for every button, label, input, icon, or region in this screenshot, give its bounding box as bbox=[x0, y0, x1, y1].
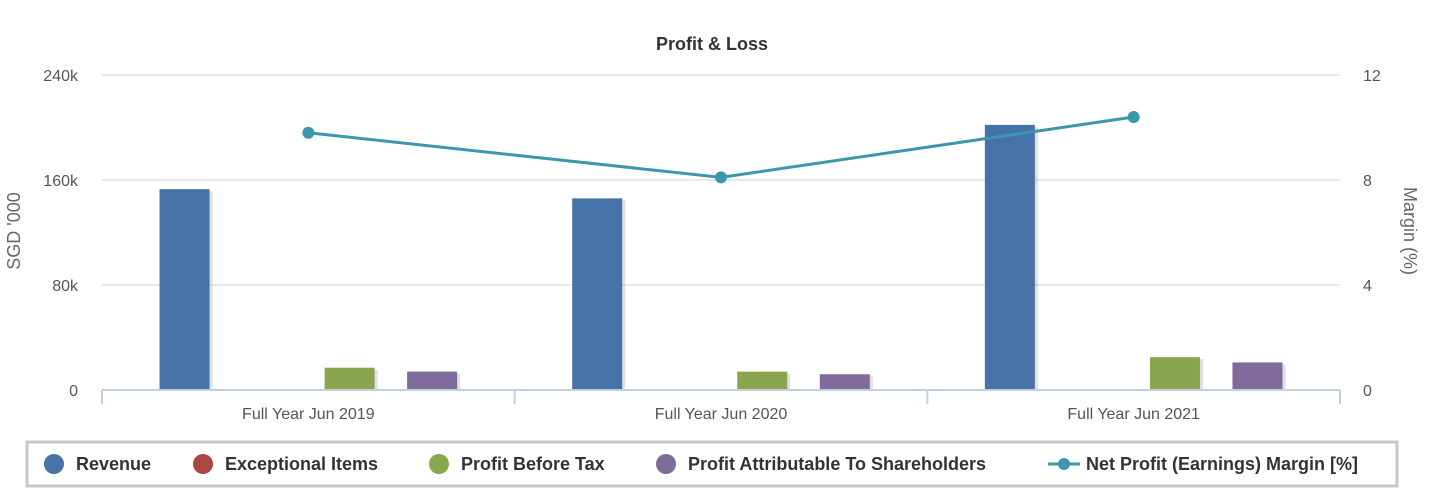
x-tick-label: Full Year Jun 2020 bbox=[655, 406, 788, 423]
bar-profit-attributable-to-shareholders[interactable] bbox=[1232, 362, 1283, 390]
right-axis-title: Margin (%) bbox=[1400, 187, 1420, 275]
left-tick-label: 80k bbox=[52, 278, 79, 295]
bar-profit-attributable-to-shareholders[interactable] bbox=[819, 374, 870, 390]
legend-marker-icon bbox=[656, 454, 676, 474]
legend-marker-icon bbox=[44, 454, 64, 474]
legend-marker-icon bbox=[193, 454, 213, 474]
bar-profit-before-tax[interactable] bbox=[324, 367, 375, 390]
left-tick-label: 160k bbox=[43, 173, 79, 190]
bar-revenue[interactable] bbox=[572, 198, 623, 390]
margin-point[interactable] bbox=[715, 171, 727, 184]
legend-label: Profit Attributable To Shareholders bbox=[688, 454, 986, 474]
x-tick-label: Full Year Jun 2019 bbox=[242, 406, 375, 423]
left-tick-label: 240k bbox=[43, 68, 79, 85]
x-tick-label: Full Year Jun 2021 bbox=[1067, 406, 1200, 423]
line-series bbox=[302, 111, 1140, 184]
bar-profit-before-tax[interactable] bbox=[737, 371, 788, 390]
legend-marker-icon bbox=[1058, 458, 1070, 470]
right-tick-label: 8 bbox=[1363, 173, 1372, 190]
bar-revenue[interactable] bbox=[159, 189, 210, 390]
left-axis-title: SGD '000 bbox=[4, 192, 24, 269]
left-axis-ticks: 0 80k 160k 240k bbox=[43, 68, 79, 400]
legend-item-profit-attributable-to-shareholders[interactable]: Profit Attributable To Shareholders bbox=[656, 454, 986, 474]
right-tick-label: 0 bbox=[1363, 383, 1372, 400]
bar-profit-attributable-to-shareholders[interactable] bbox=[407, 371, 458, 390]
x-axis: Full Year Jun 2019 Full Year Jun 2020 Full… bbox=[101, 389, 1341, 423]
legend-marker-icon bbox=[429, 454, 449, 474]
legend-label: Profit Before Tax bbox=[461, 454, 605, 474]
bar-series bbox=[159, 124, 1286, 390]
right-tick-label: 12 bbox=[1363, 68, 1381, 85]
legend-label: Exceptional Items bbox=[225, 454, 378, 474]
legend-label: Net Profit (Earnings) Margin [%] bbox=[1086, 454, 1358, 474]
legend-box bbox=[25, 440, 1399, 488]
left-tick-label: 0 bbox=[69, 383, 78, 400]
legend-item-revenue[interactable]: Revenue bbox=[44, 454, 151, 474]
legend-item-exceptional-items[interactable]: Exceptional Items bbox=[193, 454, 378, 474]
right-tick-label: 4 bbox=[1363, 278, 1372, 295]
legend: Revenue Exceptional Items Profit Before Ta… bbox=[25, 440, 1399, 488]
legend-item-profit-before-tax[interactable]: Profit Before Tax bbox=[429, 454, 605, 474]
margin-point[interactable] bbox=[302, 126, 315, 139]
right-axis-ticks: 0 4 8 12 bbox=[1363, 68, 1381, 400]
bar-profit-before-tax[interactable] bbox=[1149, 357, 1200, 390]
legend-item-net-profit-earnings-margin[interactable]: Net Profit (Earnings) Margin [%] bbox=[1048, 454, 1358, 474]
margin-point[interactable] bbox=[1127, 111, 1140, 123]
chart-title: Profit & Loss bbox=[656, 34, 768, 54]
bar-revenue[interactable] bbox=[984, 124, 1035, 390]
legend-label: Revenue bbox=[76, 454, 151, 474]
